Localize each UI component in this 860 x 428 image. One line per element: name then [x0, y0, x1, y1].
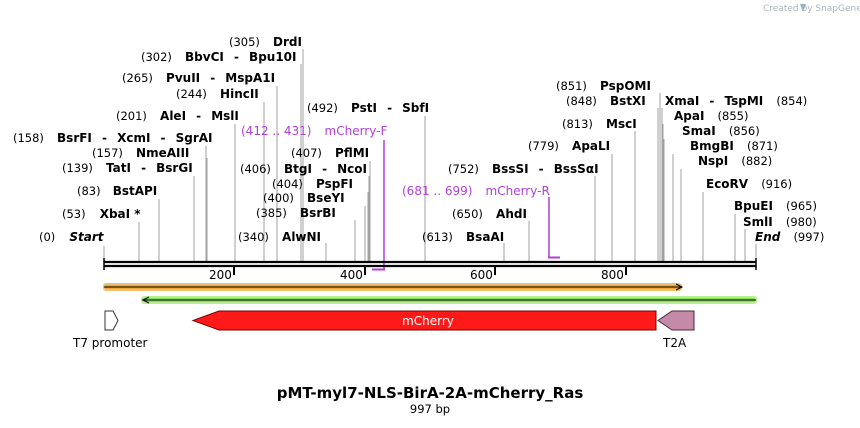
site-bstapi[interactable]: (83) BstAPI	[77, 180, 157, 199]
site-xbai[interactable]: (53) XbaI *	[62, 203, 141, 222]
site-bpuei[interactable]: BpuEI (965)	[734, 195, 817, 214]
primer-f-label[interactable]: (412 .. 431) mCherry-F	[241, 120, 387, 139]
site-bseyi[interactable]: (400) BseYI	[263, 187, 345, 206]
map-length: 997 bp	[410, 402, 450, 416]
site-bmgbi[interactable]: BmgBI (871)	[690, 135, 778, 154]
site-alwni[interactable]: (340) AlwNI	[238, 226, 321, 245]
site-bsrfi[interactable]: (158) BsrFI - XcmI - SgrAI	[13, 127, 213, 146]
site-pspfi[interactable]: (404) PspFI	[272, 173, 353, 192]
site-pflmi[interactable]: (407) PflMI	[291, 142, 369, 161]
site-bsssi[interactable]: (752) BssSI - BssSαI	[448, 158, 599, 177]
site-alei[interactable]: (201) AleI - MslI	[116, 105, 239, 124]
site-apali[interactable]: (779) ApaLI	[528, 135, 610, 154]
site-psti[interactable]: (492) PstI - SbfI	[307, 97, 429, 116]
site-nspi[interactable]: NspI (882)	[698, 150, 772, 169]
dna-backbone	[103, 258, 757, 275]
axis-tick-600: 600	[470, 268, 493, 282]
site-smli[interactable]: SmlI (980)	[743, 211, 817, 230]
site-drdi[interactable]: (305) DrdI	[229, 31, 302, 50]
feature-green-bar[interactable]	[141, 296, 757, 304]
site-ecorv[interactable]: EcoRV (916)	[706, 173, 792, 192]
snapgene-logo-icon	[800, 4, 806, 12]
site-msci[interactable]: (813) MscI	[562, 113, 637, 132]
site-smai[interactable]: SmaI (856)	[682, 120, 760, 139]
primer-mcherry-f[interactable]	[372, 140, 385, 271]
mcherry-label: mCherry	[402, 314, 454, 328]
site-bbvci[interactable]: (302) BbvCI - Bpu10I	[141, 46, 297, 65]
site-pspomi[interactable]: (851) PspOMI	[556, 75, 651, 94]
site-hincii[interactable]: (244) HincII	[176, 83, 259, 102]
axis-tick-200: 200	[209, 268, 232, 282]
primer-r-label[interactable]: (681 .. 699) mCherry-R	[402, 180, 550, 199]
feature-orange-bar[interactable]	[103, 283, 684, 291]
site-btgi[interactable]: (406) BtgI - NcoI	[240, 158, 367, 177]
primer-mcherry-r[interactable]	[548, 197, 560, 259]
t2a-label: T2A	[662, 336, 687, 350]
axis-tick-800: 800	[601, 268, 624, 282]
site-xmai[interactable]: XmaI - TspMI (854)	[665, 90, 807, 109]
site-bsrbi[interactable]: (385) BsrBI	[256, 202, 336, 221]
site-start[interactable]: (0) Start	[39, 226, 105, 245]
site-apai[interactable]: ApaI (855)	[674, 105, 748, 124]
axis-tick-400: 400	[340, 268, 363, 282]
site-tati[interactable]: (139) TatI - BsrGI	[62, 157, 193, 176]
credit-text: Created by SnapGene	[763, 4, 860, 14]
site-end[interactable]: End (997)	[755, 226, 824, 245]
t7-promoter-label: T7 promoter	[72, 336, 148, 350]
site-pvuii[interactable]: (265) PvuII - MspA1I	[122, 67, 275, 86]
feature-t7-promoter[interactable]	[104, 310, 119, 331]
site-ahdi[interactable]: (650) AhdI	[452, 203, 527, 222]
site-bsaai[interactable]: (613) BsaAI	[422, 226, 504, 245]
site-lines	[103, 49, 757, 262]
site-nmeaiii[interactable]: (157) NmeAIII	[92, 142, 189, 161]
map-title: pMT-myl7-NLS-BirA-2A-mCherry_Ras	[277, 384, 584, 402]
feature-mcherry[interactable]	[191, 310, 657, 331]
site-bstxi[interactable]: (848) BstXI	[566, 90, 646, 109]
feature-t2a[interactable]	[657, 310, 695, 331]
